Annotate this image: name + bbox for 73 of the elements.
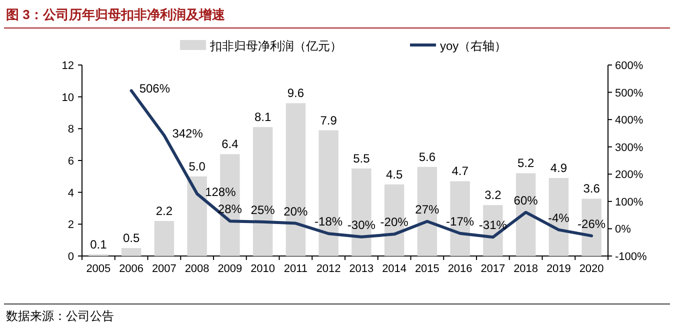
y-tick-label: 10: [62, 92, 74, 104]
bar: [417, 166, 438, 256]
x-tick-label: 2012: [316, 263, 341, 275]
data-label: 20%: [284, 204, 308, 218]
data-label: 3.2: [484, 188, 502, 202]
chart-title: 图 3：公司历年归母扣非净利润及增速: [6, 7, 226, 22]
y-tick-label: 8: [68, 124, 74, 136]
y2-tick-label: 300%: [615, 142, 644, 154]
y-tick-label: 4: [68, 187, 74, 200]
data-label: 4.9: [550, 161, 568, 176]
bar: [286, 103, 306, 256]
y-tick-label: 2: [68, 219, 74, 232]
x-tick-label: 2008: [184, 263, 210, 275]
data-label: 5.2: [517, 156, 534, 170]
x-tick-label: 2005: [86, 263, 111, 275]
data-label: -17%: [446, 214, 474, 228]
bar: [252, 127, 273, 256]
x-tick-label: 2017: [480, 263, 506, 275]
x-tick-label: 2010: [250, 263, 276, 275]
data-label: 4.5: [386, 167, 403, 182]
data-label: 8.1: [254, 110, 272, 124]
data-label: -26%: [578, 216, 606, 231]
data-label: -30%: [347, 218, 376, 232]
data-label: 342%: [172, 126, 204, 140]
y2-tick-label: 0%: [615, 224, 632, 236]
data-label: 128%: [205, 184, 236, 199]
x-tick-label: 2016: [448, 263, 472, 275]
data-label: -20%: [380, 215, 409, 230]
data-label: 4.7: [452, 164, 469, 178]
y-tick-label: 0: [68, 251, 74, 263]
x-tick-label: 2013: [349, 263, 374, 275]
legend-label: 扣非归母净利润（亿元）: [209, 39, 342, 53]
bar: [121, 248, 142, 256]
x-tick-label: 2018: [514, 263, 538, 275]
x-tick-label: 2014: [382, 263, 407, 275]
bar: [187, 176, 207, 256]
data-label: 9.6: [287, 86, 304, 100]
y-tick-label: 12: [62, 60, 74, 72]
legend-label: yoy（右轴）: [440, 39, 507, 53]
data-label: 27%: [415, 202, 440, 216]
y2-tick-label: 200%: [615, 169, 644, 182]
x-tick-label: 2006: [119, 263, 144, 275]
data-label: -4%: [548, 210, 570, 225]
x-tick-label: 2019: [546, 263, 571, 275]
bar: [154, 220, 174, 256]
x-tick-label: 2011: [284, 263, 308, 275]
data-label: 28%: [218, 202, 242, 216]
x-tick-label: 2007: [152, 263, 176, 275]
y-tick-label: 6: [68, 156, 74, 168]
data-label: 3.6: [583, 182, 600, 196]
data-label: 60%: [514, 193, 538, 208]
data-label: 0.5: [122, 231, 140, 246]
x-tick-label: 2009: [218, 263, 242, 275]
source-note: 数据来源：公司公告: [6, 309, 114, 323]
y2-tick-label: 100%: [615, 196, 644, 208]
data-label: 5.6: [418, 150, 436, 164]
x-tick-label: 2015: [414, 263, 440, 275]
data-label: 6.4: [222, 137, 239, 152]
data-label: 0.1: [90, 237, 108, 252]
y2-tick-label: 600%: [615, 60, 644, 72]
data-label: 5.0: [188, 159, 206, 174]
data-label: 5.5: [353, 151, 370, 166]
data-label: -31%: [478, 218, 508, 232]
data-label: 2.2: [156, 204, 173, 218]
data-label: 7.9: [320, 113, 338, 128]
bar: [548, 178, 569, 256]
y2-tick-label: 400%: [615, 114, 644, 127]
y2-tick-label: -100%: [615, 251, 648, 263]
y2-tick-label: 500%: [615, 87, 644, 100]
data-label: -18%: [314, 214, 343, 229]
x-tick-label: 2020: [579, 263, 604, 275]
data-label: 506%: [139, 82, 170, 96]
data-label: 25%: [250, 202, 276, 217]
